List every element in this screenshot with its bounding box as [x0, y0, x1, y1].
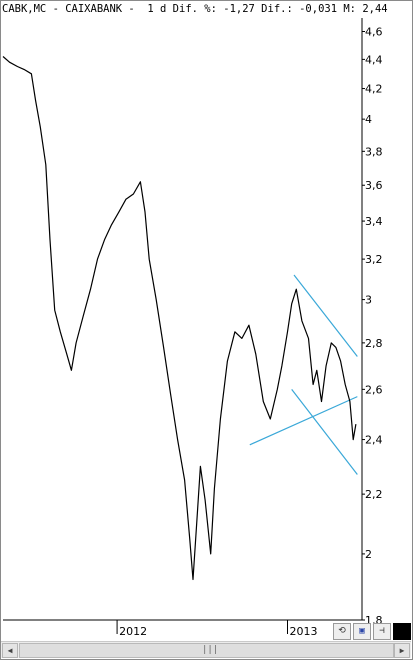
trendline	[293, 274, 358, 357]
y-tick-label: 2,8	[365, 337, 383, 350]
trendlines	[249, 274, 358, 475]
y-tick-label: 4,4	[365, 53, 383, 66]
scroll-thumb[interactable]: |||	[19, 643, 394, 658]
price-line	[2, 56, 357, 581]
x-tick-label: 2012	[119, 625, 147, 638]
chart-toolbar: ⟲ ▣ ⊣	[333, 622, 411, 640]
y-tick-label: 3,8	[365, 145, 383, 158]
scroll-right-button[interactable]: ▶	[394, 643, 410, 658]
price-series	[2, 56, 357, 581]
y-tick-label: 4	[365, 113, 372, 126]
trendline	[291, 388, 358, 475]
y-tick-label: 4,2	[365, 83, 383, 96]
y-tick-label: 2,2	[365, 488, 383, 501]
save-icon[interactable]: ▣	[353, 622, 371, 640]
y-tick-label: 3,6	[365, 179, 383, 192]
y-tick-label: 2	[365, 548, 372, 561]
x-tick-label: 2013	[289, 625, 317, 638]
horizontal-scrollbar[interactable]: ◀ ||| ▶	[1, 641, 411, 658]
y-tick-label: 3,4	[365, 215, 383, 228]
y-tick-label: 2,4	[365, 434, 383, 447]
tick-labels: 4,64,44,243,83,63,43,232,82,62,42,221,82…	[116, 25, 383, 638]
scroll-grip-icon: |||	[202, 645, 219, 655]
black-square-icon[interactable]	[393, 622, 411, 640]
refresh-icon[interactable]: ⟲	[333, 622, 351, 640]
trendline	[249, 396, 358, 446]
pin-icon[interactable]: ⊣	[373, 622, 391, 640]
y-tick-label: 3,2	[365, 253, 383, 266]
y-tick-label: 3	[365, 294, 372, 307]
chart-header: CABK,MC - CAIXABANK - 1 d Dif. %: -1,27 …	[2, 3, 388, 15]
y-tick-label: 2,6	[365, 383, 383, 396]
scroll-left-button[interactable]: ◀	[2, 643, 18, 658]
chart-axes	[3, 18, 363, 621]
y-tick-label: 4,6	[365, 25, 383, 38]
